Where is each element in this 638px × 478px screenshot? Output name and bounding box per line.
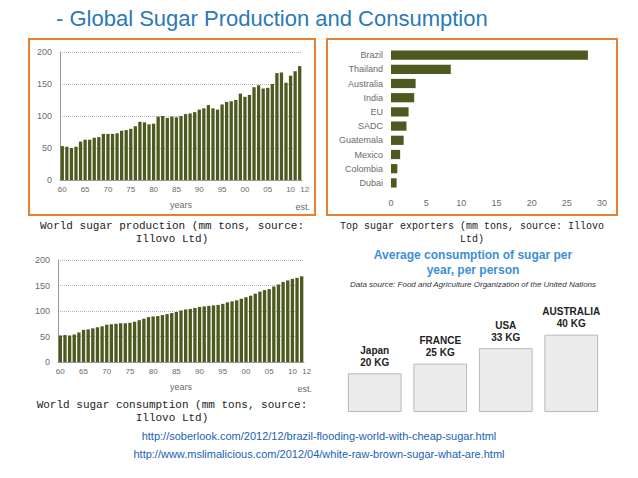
svg-text:200: 200 (37, 47, 52, 57)
svg-text:40 KG: 40 KG (557, 318, 586, 329)
svg-text:200: 200 (35, 255, 50, 265)
svg-text:SADC: SADC (358, 121, 384, 131)
svg-text:est.: est. (295, 202, 310, 212)
svg-text:Colombia: Colombia (345, 164, 383, 174)
svg-text:0: 0 (388, 198, 393, 208)
svg-text:80: 80 (149, 185, 158, 194)
svg-text:years: years (170, 382, 193, 392)
svg-text:50: 50 (40, 332, 50, 342)
svg-text:EU: EU (370, 107, 383, 117)
svg-text:60: 60 (58, 185, 67, 194)
svg-text:Brazil: Brazil (360, 50, 383, 60)
html-text:World sugar consumption (mm to: World sugar consumption (mm tons, source… (36, 399, 308, 424)
svg-text:150: 150 (35, 281, 50, 291)
html-text:World sugar production (mm ton: World sugar production (mm tons, source:… (40, 220, 304, 245)
svg-text:05: 05 (265, 367, 274, 376)
html-text:Average consumption of sugar p: Average consumption of sugar per year, p… (373, 248, 573, 277)
svg-text:12: 12 (302, 367, 311, 376)
html-text:Top sugar exporters (mm tons,: Top sugar exporters (mm tons, source: Il… (340, 221, 604, 245)
svg-text:USA: USA (495, 320, 516, 331)
svg-text:Mexico: Mexico (354, 150, 383, 160)
svg-text:95: 95 (218, 367, 227, 376)
svg-text:Dubai: Dubai (359, 178, 383, 188)
svg-text:0: 0 (47, 175, 52, 185)
svg-text:65: 65 (81, 185, 90, 194)
svg-text:25: 25 (562, 198, 572, 208)
svg-text:AUSTRALIA: AUSTRALIA (542, 306, 600, 317)
svg-text:00: 00 (240, 185, 249, 194)
svg-text:FRANCE: FRANCE (419, 335, 461, 346)
svg-text:Australia: Australia (348, 79, 383, 89)
svg-text:60: 60 (56, 367, 65, 376)
svg-text:10: 10 (286, 185, 295, 194)
svg-text:70: 70 (103, 185, 112, 194)
svg-text:10: 10 (456, 198, 466, 208)
svg-text:33 KG: 33 KG (491, 332, 520, 343)
svg-text:5: 5 (424, 198, 429, 208)
svg-text:12: 12 (300, 185, 309, 194)
svg-text:80: 80 (149, 367, 158, 376)
svg-text:100: 100 (35, 306, 50, 316)
svg-text:05: 05 (263, 185, 272, 194)
svg-text:years: years (170, 200, 193, 210)
svg-text:150: 150 (37, 79, 52, 89)
svg-text:20 KG: 20 KG (360, 357, 389, 368)
svg-text:90: 90 (195, 367, 204, 376)
html-text:http://www.mslimalicious.com/2: http://www.mslimalicious.com/2012/04/whi… (133, 448, 505, 460)
svg-text:75: 75 (125, 367, 134, 376)
svg-text:95: 95 (218, 185, 227, 194)
svg-text:15: 15 (491, 198, 501, 208)
svg-text:85: 85 (172, 185, 181, 194)
html-text:- Global Sugar Production and: - Global Sugar Production and Consumptio… (56, 6, 488, 31)
svg-text:est.: est. (297, 384, 312, 394)
svg-text:85: 85 (172, 367, 181, 376)
svg-text:65: 65 (79, 367, 88, 376)
svg-text:70: 70 (102, 367, 111, 376)
svg-text:0: 0 (45, 357, 50, 367)
svg-text:20: 20 (527, 198, 537, 208)
svg-text:25 KG: 25 KG (426, 347, 455, 358)
svg-text:75: 75 (126, 185, 135, 194)
svg-text:Thailand: Thailand (348, 64, 383, 74)
svg-text:India: India (363, 93, 383, 103)
html-text:Data source: Food and Agricult: Data source: Food and Agriculture Organi… (350, 280, 596, 289)
svg-text:90: 90 (195, 185, 204, 194)
svg-text:30: 30 (597, 198, 607, 208)
svg-text:10: 10 (288, 367, 297, 376)
svg-text:50: 50 (42, 143, 52, 153)
html-text:http://soberlook.com/2012/12/b: http://soberlook.com/2012/12/brazil-floo… (141, 430, 497, 442)
svg-text:100: 100 (37, 111, 52, 121)
svg-text:Japan: Japan (360, 345, 389, 356)
svg-text:00: 00 (242, 367, 251, 376)
svg-text:Guatemala: Guatemala (339, 135, 383, 145)
